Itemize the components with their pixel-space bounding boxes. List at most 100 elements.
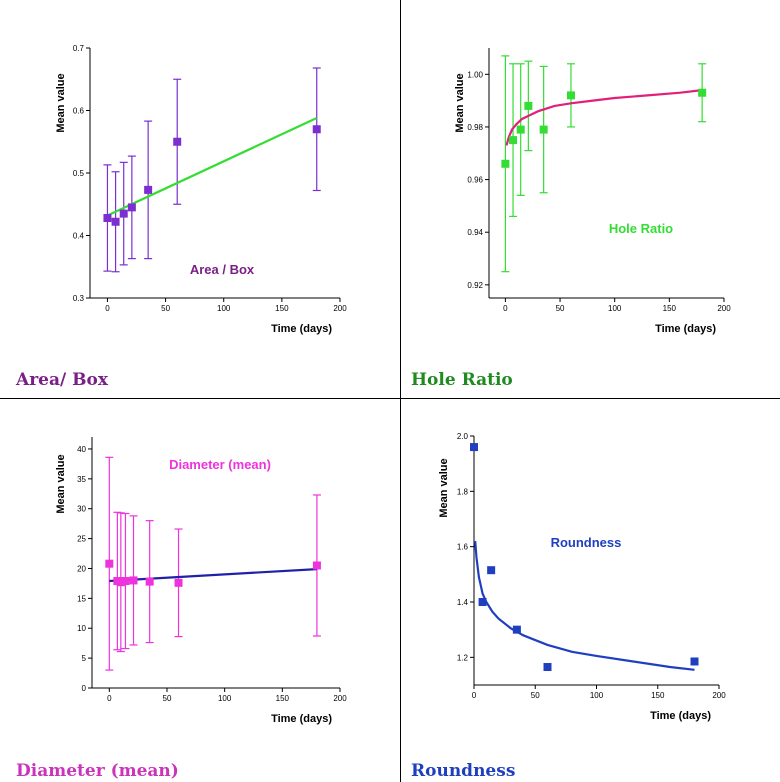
y-tick-label: 0.92 bbox=[467, 281, 483, 290]
y-tick-label: 10 bbox=[77, 624, 86, 633]
caption-diameter: Diameter (mean) bbox=[16, 761, 179, 781]
data-point bbox=[174, 578, 183, 587]
chart-annotation: Roundness bbox=[551, 535, 622, 550]
y-tick-label: 40 bbox=[77, 445, 86, 454]
data-point bbox=[524, 101, 533, 110]
data-point bbox=[509, 136, 518, 145]
x-tick-label: 200 bbox=[712, 691, 726, 700]
data-point bbox=[690, 657, 699, 666]
data-point bbox=[144, 185, 153, 194]
data-point bbox=[127, 203, 136, 212]
panel-area-box: 0 50 100 150 200 0.3 0.4 0.5 0.6 0.7 Time (days) Me… bbox=[0, 0, 400, 398]
x-tick-label: 50 bbox=[556, 304, 565, 313]
x-tick-label: 100 bbox=[218, 694, 232, 703]
chart-roundness: 0 50 100 150 200 1.2 1.4 1.6 1.8 2.0 Time (days) Me… bbox=[438, 432, 726, 722]
x-tick-label: 100 bbox=[608, 304, 622, 313]
y-tick-label: 0.3 bbox=[73, 294, 85, 303]
chart-area-box: 0 50 100 150 200 0.3 0.4 0.5 0.6 0.7 Time (days) Me… bbox=[55, 44, 347, 335]
y-tick-label: 2.0 bbox=[457, 432, 469, 441]
data-point bbox=[512, 625, 521, 634]
y-tick-label: 1.2 bbox=[457, 653, 469, 662]
x-axis-label: Time (days) bbox=[655, 323, 716, 335]
chart-annotation: Diameter (mean) bbox=[169, 457, 271, 472]
panel-diameter: 0 50 100 150 200 0 5 10 15 20 25 30 35 40 Time (days) M… bbox=[0, 399, 400, 782]
chart-hole-ratio: 0 50 100 150 200 0.92 0.94 0.96 0.98 1.00 Time (da… bbox=[454, 48, 731, 335]
data-point bbox=[487, 566, 496, 575]
y-tick-label: 35 bbox=[77, 475, 86, 484]
x-tick-label: 0 bbox=[107, 694, 112, 703]
fit-line bbox=[474, 541, 695, 671]
data-point bbox=[103, 214, 112, 222]
y-tick-label: 0 bbox=[82, 684, 87, 693]
y-axis-label: Mean value bbox=[55, 73, 67, 132]
caption-area-box: Area/ Box bbox=[16, 370, 108, 390]
x-tick-label: 200 bbox=[333, 694, 347, 703]
y-tick-label: 25 bbox=[77, 535, 86, 544]
x-tick-label: 150 bbox=[651, 691, 665, 700]
x-tick-label: 50 bbox=[531, 691, 540, 700]
y-tick-label: 1.8 bbox=[457, 487, 469, 496]
x-tick-label: 150 bbox=[275, 304, 289, 313]
y-axis-label: Mean value bbox=[438, 458, 450, 517]
chart-annotation: Area / Box bbox=[190, 262, 255, 277]
y-tick-label: 5 bbox=[82, 654, 87, 663]
data-point bbox=[119, 209, 128, 218]
data-point bbox=[129, 576, 138, 585]
fit-line bbox=[505, 89, 703, 146]
y-tick-label: 20 bbox=[77, 564, 86, 573]
x-tick-label: 200 bbox=[717, 304, 731, 313]
y-tick-label: 1.00 bbox=[467, 70, 483, 79]
y-tick-label: 1.4 bbox=[457, 598, 469, 607]
chart-annotation: Hole Ratio bbox=[609, 221, 673, 236]
grid-divider-vertical bbox=[400, 0, 401, 782]
grid-divider-horizontal bbox=[0, 398, 780, 399]
panel-roundness: 0 50 100 150 200 1.2 1.4 1.6 1.8 2.0 Time (days) Me… bbox=[401, 399, 780, 782]
caption-roundness: Roundness bbox=[411, 761, 516, 781]
y-tick-label: 0.94 bbox=[467, 228, 483, 237]
data-point bbox=[173, 137, 182, 146]
data-point bbox=[566, 91, 575, 100]
y-tick-label: 30 bbox=[77, 505, 86, 514]
x-tick-label: 0 bbox=[105, 304, 110, 313]
fit-line bbox=[106, 117, 318, 217]
y-axis-label: Mean value bbox=[454, 73, 466, 132]
data-point bbox=[105, 559, 114, 568]
x-tick-label: 150 bbox=[663, 304, 677, 313]
x-axis-label: Time (days) bbox=[271, 323, 332, 335]
data-point bbox=[121, 577, 130, 586]
chart-diameter: 0 50 100 150 200 0 5 10 15 20 25 30 35 40 Time (days) M… bbox=[55, 437, 347, 725]
x-tick-label: 100 bbox=[590, 691, 604, 700]
fit-line bbox=[109, 568, 317, 583]
x-axis-label: Time (days) bbox=[271, 713, 332, 725]
data-point bbox=[116, 578, 125, 587]
data-point bbox=[111, 217, 120, 226]
data-point bbox=[145, 577, 154, 586]
y-tick-label: 0.7 bbox=[73, 44, 85, 53]
data-point bbox=[543, 663, 552, 672]
data-point bbox=[478, 598, 487, 606]
data-point bbox=[312, 561, 321, 570]
x-tick-label: 0 bbox=[503, 304, 508, 313]
data-point bbox=[470, 443, 478, 452]
y-tick-label: 0.96 bbox=[467, 176, 483, 185]
y-tick-label: 0.6 bbox=[73, 107, 85, 116]
data-point bbox=[539, 125, 548, 134]
x-tick-label: 150 bbox=[276, 694, 290, 703]
y-tick-label: 0.5 bbox=[73, 169, 85, 178]
data-point bbox=[312, 125, 321, 134]
data-point bbox=[516, 125, 525, 134]
panel-hole-ratio: 0 50 100 150 200 0.92 0.94 0.96 0.98 1.00 Time (da… bbox=[401, 0, 780, 398]
x-tick-label: 50 bbox=[161, 304, 170, 313]
y-tick-label: 0.98 bbox=[467, 123, 483, 132]
x-tick-label: 100 bbox=[217, 304, 231, 313]
data-point bbox=[698, 88, 707, 97]
y-axis-label: Mean value bbox=[55, 454, 67, 513]
data-point bbox=[501, 159, 510, 168]
x-axis-label: Time (days) bbox=[650, 710, 711, 722]
x-tick-label: 0 bbox=[472, 691, 477, 700]
y-tick-label: 0.4 bbox=[73, 232, 85, 241]
x-tick-label: 200 bbox=[333, 304, 347, 313]
caption-hole-ratio: Hole Ratio bbox=[411, 370, 513, 390]
y-tick-label: 15 bbox=[77, 594, 86, 603]
